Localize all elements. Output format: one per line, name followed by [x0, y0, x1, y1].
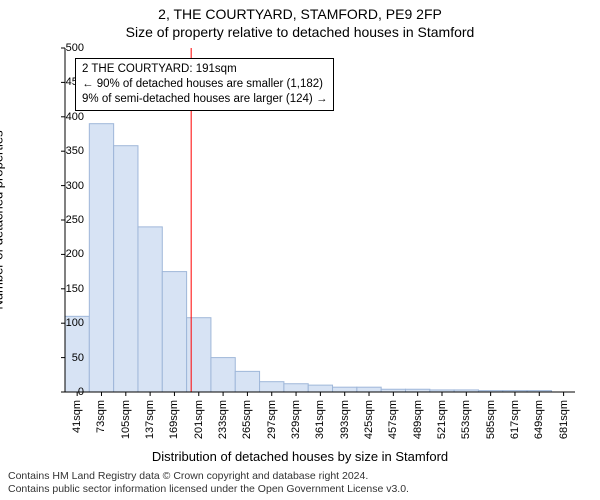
x-tick-label: 617sqm	[509, 400, 521, 439]
y-tick-label: 0	[78, 386, 84, 398]
x-tick-label: 457sqm	[387, 400, 399, 439]
y-tick-label: 400	[66, 111, 84, 123]
x-tick-label: 649sqm	[533, 400, 545, 439]
attribution-line1: Contains HM Land Registry data © Crown c…	[8, 470, 409, 483]
y-tick-label: 250	[66, 214, 84, 226]
x-tick-label: 553sqm	[460, 400, 472, 439]
x-tick-label: 585sqm	[485, 400, 497, 439]
attribution-text: Contains HM Land Registry data © Crown c…	[8, 470, 409, 496]
x-tick-label: 233sqm	[217, 400, 229, 439]
x-tick-label: 297sqm	[266, 400, 278, 439]
x-tick-label: 521sqm	[436, 400, 448, 439]
annotation-box: 2 THE COURTYARD: 191sqm ← 90% of detache…	[75, 58, 334, 111]
x-tick-label: 329sqm	[290, 400, 302, 439]
x-tick-label: 425sqm	[363, 400, 375, 439]
y-tick-label: 300	[66, 180, 84, 192]
x-tick-label: 361sqm	[314, 400, 326, 439]
y-tick-label: 100	[66, 317, 84, 329]
x-tick-label: 489sqm	[412, 400, 424, 439]
page-title-line2: Size of property relative to detached ho…	[0, 24, 600, 40]
x-tick-label: 265sqm	[241, 400, 253, 439]
annotation-line2: ← 90% of detached houses are smaller (1,…	[82, 77, 327, 92]
x-tick-label: 105sqm	[120, 400, 132, 439]
y-tick-label: 350	[66, 145, 84, 157]
x-tick-label: 73sqm	[95, 400, 107, 433]
x-tick-label: 393sqm	[339, 400, 351, 439]
x-axis-label: Distribution of detached houses by size …	[0, 449, 600, 464]
y-tick-label: 500	[66, 42, 84, 54]
x-tick-label: 169sqm	[168, 400, 180, 439]
page-title-line1: 2, THE COURTYARD, STAMFORD, PE9 2FP	[0, 6, 600, 22]
y-tick-label: 150	[66, 283, 84, 295]
attribution-line2: Contains public sector information licen…	[8, 483, 409, 496]
annotation-line1: 2 THE COURTYARD: 191sqm	[82, 62, 327, 77]
x-tick-label: 41sqm	[71, 400, 83, 433]
y-tick-label: 50	[72, 352, 84, 364]
y-axis-label: Number of detached properties	[0, 130, 6, 309]
x-tick-label: 681sqm	[558, 400, 570, 439]
y-tick-label: 200	[66, 248, 84, 260]
x-tick-label: 201sqm	[193, 400, 205, 439]
annotation-line3: 9% of semi-detached houses are larger (1…	[82, 92, 327, 107]
x-tick-label: 137sqm	[144, 400, 156, 439]
